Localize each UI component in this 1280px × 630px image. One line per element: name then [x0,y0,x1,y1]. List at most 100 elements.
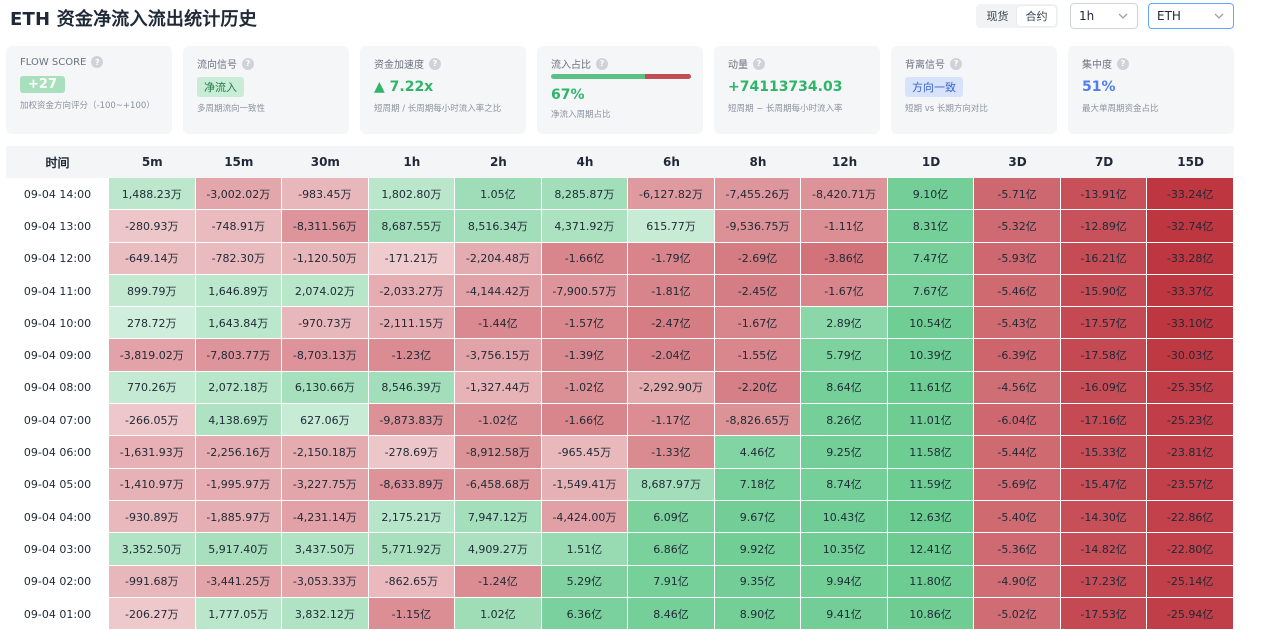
flow-cell-1d: 12.63亿 [887,500,975,534]
help-icon[interactable]: ? [596,57,608,70]
card-subtitle: 短期 vs 长期方向对比 [905,104,988,114]
row-time: 09-04 01:00 [6,597,109,630]
table-body: 09-04 14:00 1,488.23万 -3,002.02万 -983.45万 1,… [6,178,1234,630]
help-icon[interactable]: ? [242,57,254,70]
flow-cell-1d: 11.59亿 [887,468,975,501]
row-time: 09-04 08:00 [6,371,109,405]
table-row: 09-04 04:00 -930.89万 -1,885.97万 -4,231.14万 2… [6,500,1234,534]
flow-cell-15m: 1,646.89万 [195,274,283,308]
card-label: 资金加速度 [374,60,424,71]
help-icon[interactable]: ? [950,57,962,70]
flow-cell-1d: 7.47亿 [887,242,975,275]
flow-cell-2h: 8,516.34万 [455,210,542,243]
flow-cell-1d: 11.61亿 [887,371,975,405]
flow-cell-5m: -991.68万 [109,565,196,598]
flow-cell-15d: -33.28亿 [1147,242,1234,275]
flow-cell-7d: -16.21亿 [1060,242,1148,275]
flow-cell-6h: -2,292.90万 [628,371,715,405]
column-header-4h: 4h [576,155,594,169]
table-row: 09-04 07:00 -266.05万 4,138.69万 627.06万 -9,87… [6,404,1234,437]
flow-cell-12h: -1.11亿 [801,210,888,243]
flow-cell-15m: 1,643.84万 [195,307,283,340]
row-time: 09-04 06:00 [6,436,109,469]
row-time: 09-04 13:00 [6,210,109,243]
flow-cell-12h: 9.25亿 [801,436,888,469]
flow-cell-15d: -30.03亿 [1147,339,1234,372]
row-time: 09-04 07:00 [6,404,109,437]
flow-cell-6h: 7.91亿 [628,565,715,598]
flow-cell-12h: 8.74亿 [801,468,888,501]
flow-cell-7d: -17.53亿 [1060,597,1148,630]
flow-cell-1h: 1,802.80万 [368,178,456,211]
flow-cell-5m: -1,631.93万 [109,436,196,469]
flow-cell-12h: -1.67亿 [801,274,888,308]
help-icon[interactable]: ? [91,56,104,68]
flow-cell-15d: -33.10亿 [1147,307,1234,340]
help-icon[interactable]: ? [1117,57,1129,70]
table-row: 09-04 13:00 -280.93万 -748.91万 -8,311.56万 8,6… [6,210,1234,243]
flow-cell-15m: -3,441.25万 [195,565,283,598]
flow-cell-30m: -1,120.50万 [282,242,369,275]
concentration-value: 51% [1082,79,1116,95]
flow-cell-5m: 770.26万 [109,371,196,405]
card-subtitle: 短周期 / 长周期每小时流入率之比 [374,104,502,114]
flow-cell-8h: 9.92亿 [714,533,802,566]
flow-cell-7d: -14.82亿 [1060,533,1148,566]
flow-cell-15d: -25.94亿 [1147,597,1234,630]
column-header-12h: 12h [831,155,858,169]
flow-cell-4h: 4,371.92万 [541,210,629,243]
flow-cell-1d: 11.58亿 [887,436,975,469]
flow-cell-7d: -15.90亿 [1060,274,1148,308]
flow-cell-2h: -1.44亿 [455,307,542,340]
row-time: 09-04 12:00 [6,242,109,275]
flow-cell-1d: 11.01亿 [887,404,975,437]
flow-cell-4h: -1.66亿 [541,242,629,275]
flow-cell-3d: -5.46亿 [974,274,1061,308]
flow-cell-1h: -2,033.27万 [368,274,456,308]
flow-signal-badge: 净流入 [197,77,244,97]
acceleration-card: 资金加速度? ▲ 7.22x 短周期 / 长周期每小时流入率之比 [360,46,526,134]
column-header-time: 时间 [45,155,70,170]
market-type-toggle: 现货 合约 [976,4,1058,28]
help-icon[interactable]: ? [429,57,441,70]
flow-signal-card: 流向信号? 净流入 多周期流向一致性 [183,46,349,134]
flow-cell-2h: -4,144.42万 [455,274,542,308]
tab-spot[interactable]: 现货 [986,10,1009,23]
momentum-card: 动量? +74113734.03 短周期 − 长周期每小时流入率 [714,46,880,134]
card-label: 流入占比 [551,60,591,71]
flow-cell-15d: -33.24亿 [1147,178,1234,211]
flow-cell-3d: -6.39亿 [974,339,1061,372]
flow-cell-3d: -5.69亿 [974,468,1061,501]
flow-cell-30m: 3,832.12万 [282,597,369,630]
flow-cell-5m: 3,352.50万 [109,533,196,566]
tab-futures[interactable]: 合约 [1017,6,1056,26]
symbol-select[interactable]: ETH [1148,3,1234,29]
chevron-down-icon [1117,10,1129,22]
flow-cell-30m: -970.73万 [282,307,369,340]
flow-cell-6h: -1.81亿 [628,274,715,308]
flow-cell-7d: -16.09亿 [1060,371,1148,405]
timeframe-select[interactable]: 1h [1070,3,1138,29]
flow-cell-1d: 10.54亿 [887,307,975,340]
row-time: 09-04 10:00 [6,307,109,340]
flow-cell-12h: -3.86亿 [801,242,888,275]
flow-cell-30m: -983.45万 [282,178,369,211]
flow-cell-3d: -4.56亿 [974,371,1061,405]
flow-cell-8h: -9,536.75万 [714,210,802,243]
flow-cell-3d: -5.43亿 [974,307,1061,340]
flow-cell-7d: -15.47亿 [1060,468,1148,501]
flow-cell-6h: -1.79亿 [628,242,715,275]
flow-cell-7d: -17.16亿 [1060,404,1148,437]
momentum-value: +74113734.03 [728,79,843,95]
flow-cell-8h: 9.35亿 [714,565,802,598]
column-header-30m: 30m [310,155,340,169]
help-icon[interactable]: ? [753,57,765,70]
flow-cell-8h: 9.67亿 [714,500,802,534]
flow-cell-15d: -33.37亿 [1147,274,1234,308]
flow-cell-6h: 6.86亿 [628,533,715,566]
flow-cell-3d: -5.44亿 [974,436,1061,469]
column-header-6h: 6h [663,155,680,169]
flow-cell-12h: 10.35亿 [801,533,888,566]
flow-cell-15d: -23.57亿 [1147,468,1234,501]
metric-cards: FLOW SCORE? +27 加权资金方向评分（-100~+100） 流向信号… [6,46,1234,136]
